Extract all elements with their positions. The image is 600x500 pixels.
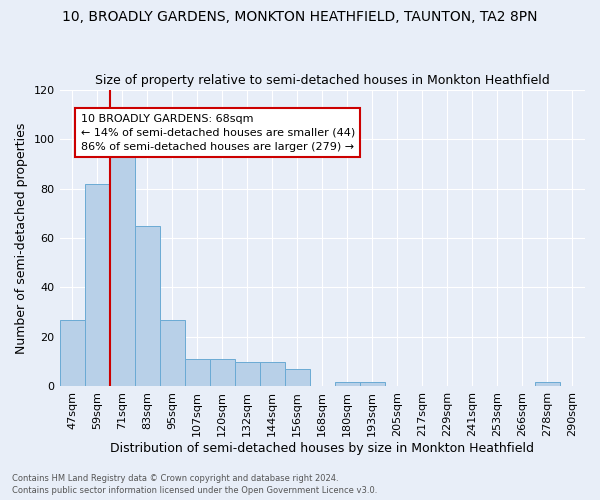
Bar — [235, 362, 260, 386]
Text: 10 BROADLY GARDENS: 68sqm
← 14% of semi-detached houses are smaller (44)
86% of : 10 BROADLY GARDENS: 68sqm ← 14% of semi-… — [80, 114, 355, 152]
Bar — [110, 149, 134, 386]
Bar — [335, 382, 360, 386]
Title: Size of property relative to semi-detached houses in Monkton Heathfield: Size of property relative to semi-detach… — [95, 74, 550, 87]
Bar — [160, 320, 185, 386]
Y-axis label: Number of semi-detached properties: Number of semi-detached properties — [15, 122, 28, 354]
Bar — [85, 184, 110, 386]
Bar — [360, 382, 385, 386]
Bar — [285, 369, 310, 386]
Text: 10, BROADLY GARDENS, MONKTON HEATHFIELD, TAUNTON, TA2 8PN: 10, BROADLY GARDENS, MONKTON HEATHFIELD,… — [62, 10, 538, 24]
Bar — [134, 226, 160, 386]
Bar — [59, 320, 85, 386]
Bar — [209, 359, 235, 386]
X-axis label: Distribution of semi-detached houses by size in Monkton Heathfield: Distribution of semi-detached houses by … — [110, 442, 534, 455]
Bar — [185, 359, 209, 386]
Bar — [535, 382, 560, 386]
Text: Contains HM Land Registry data © Crown copyright and database right 2024.
Contai: Contains HM Land Registry data © Crown c… — [12, 474, 377, 495]
Bar — [260, 362, 285, 386]
